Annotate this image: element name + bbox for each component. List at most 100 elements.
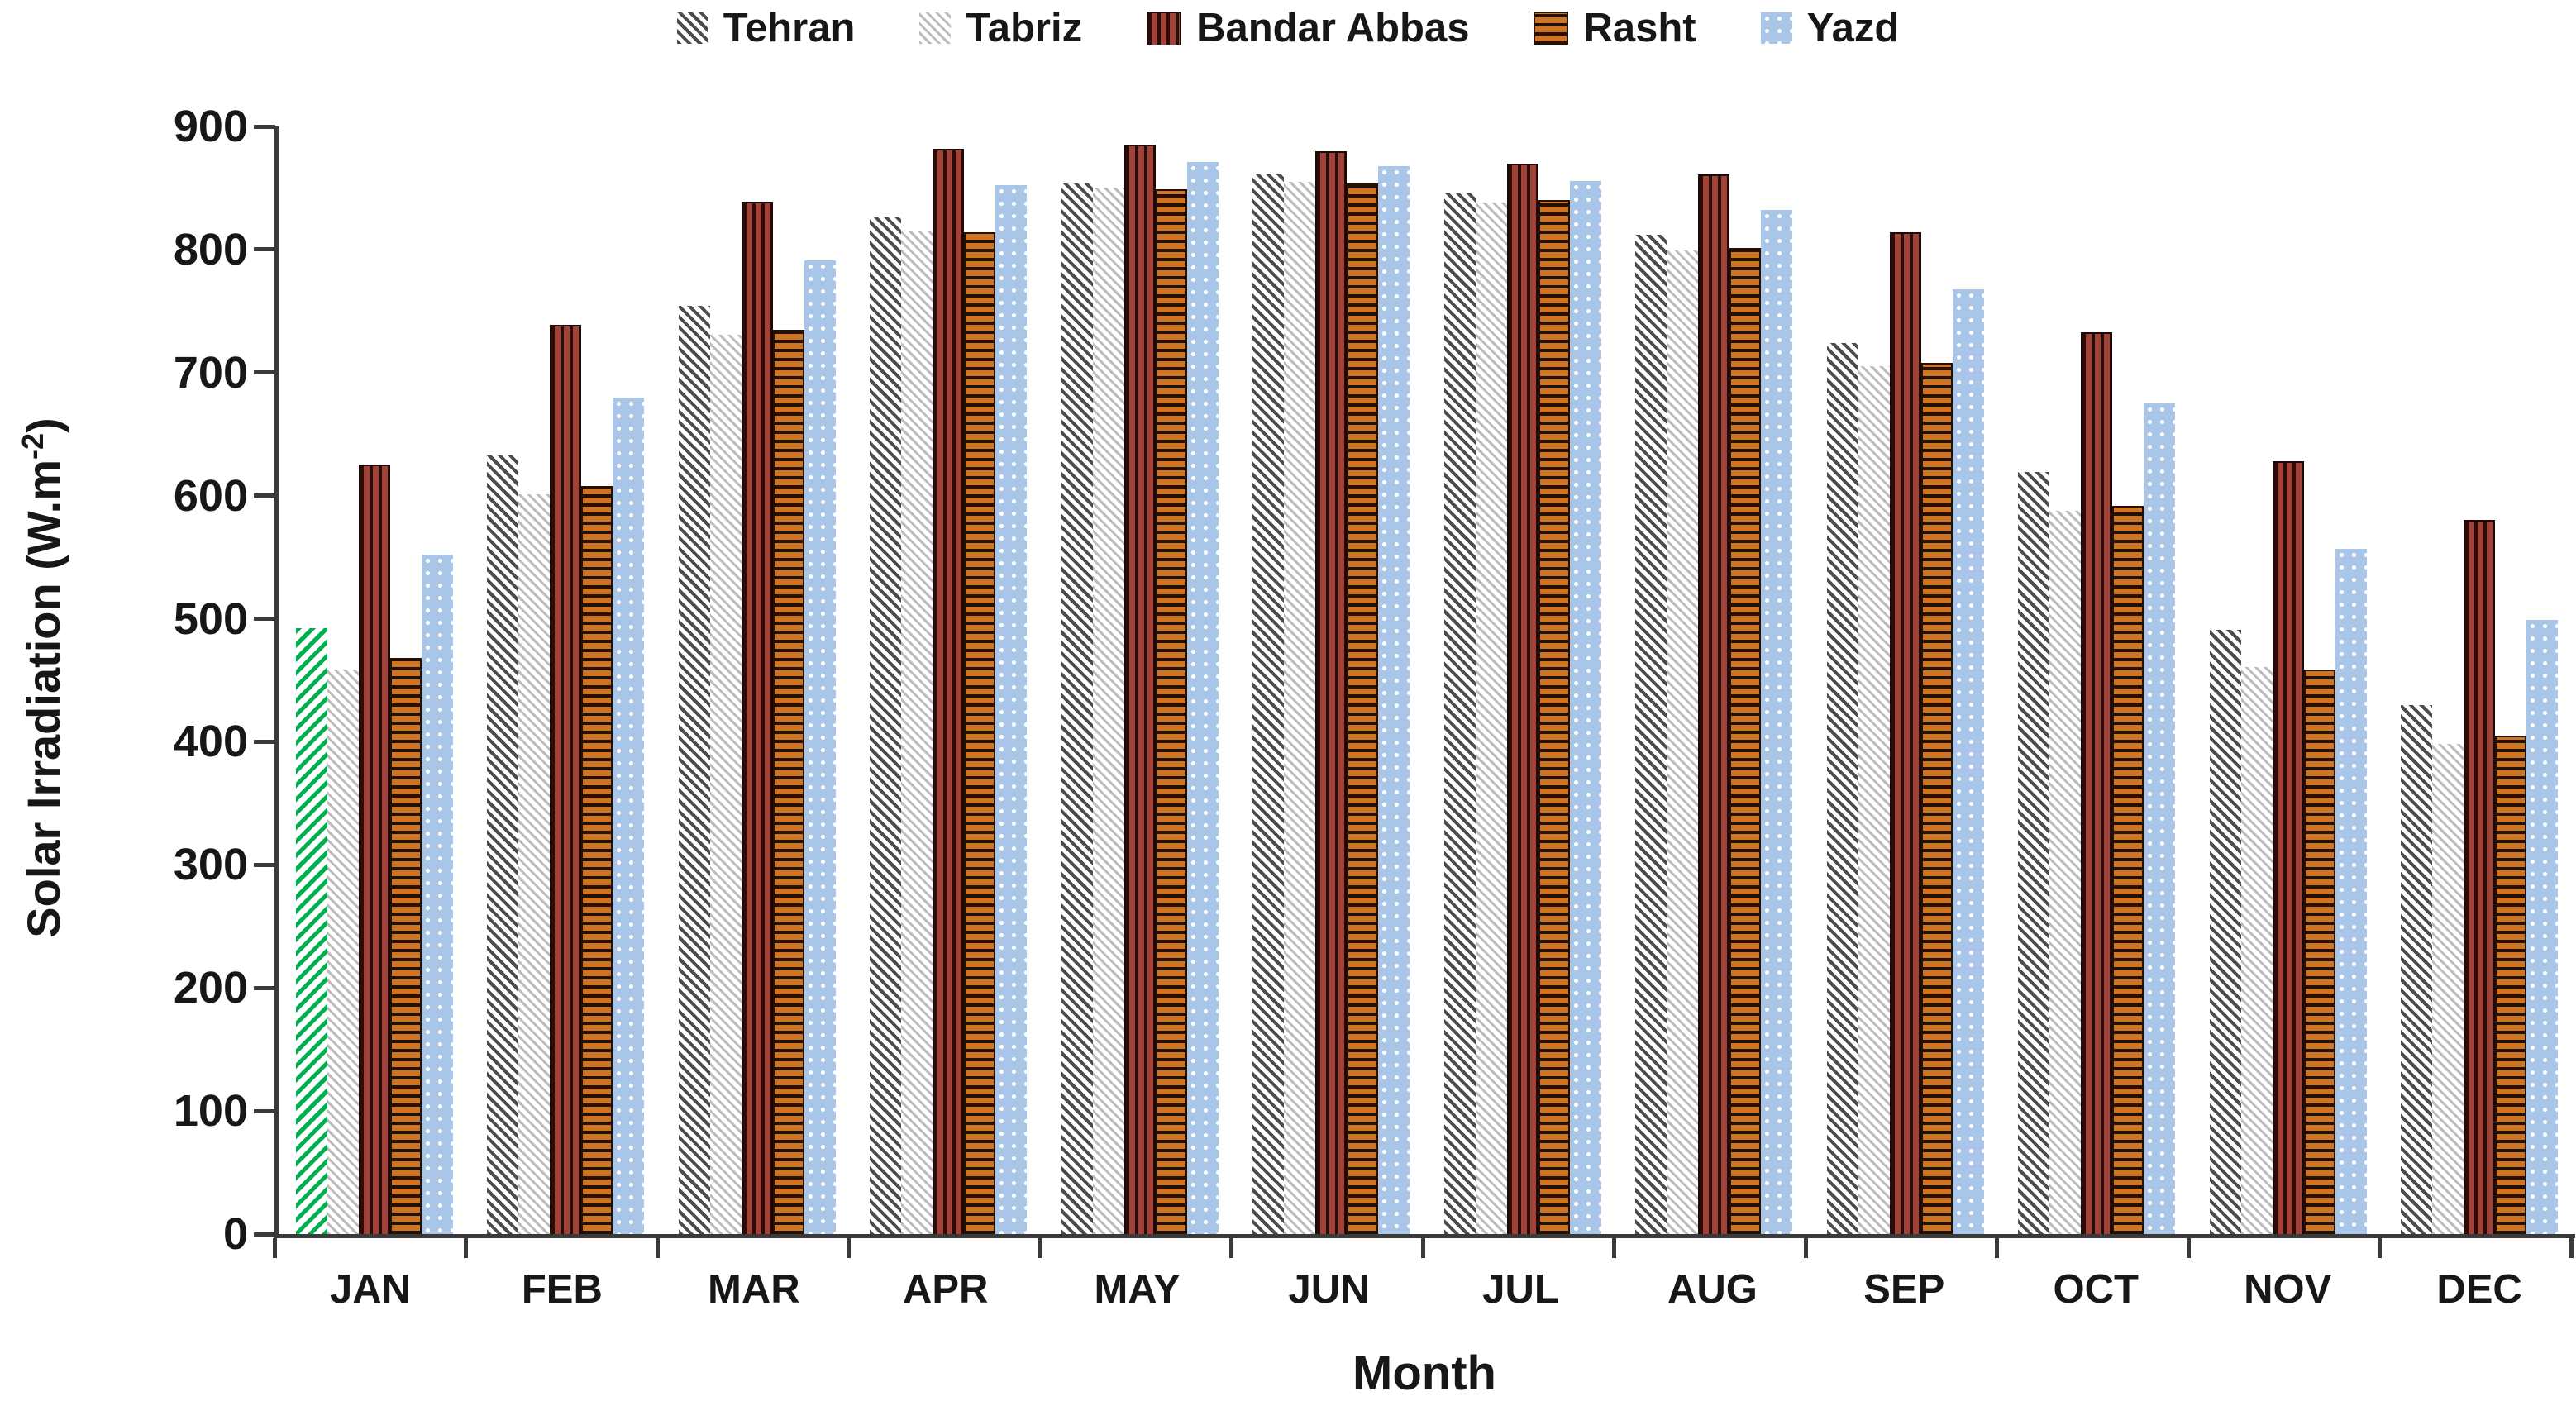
- legend-item-yazd: Yazd: [1760, 5, 1899, 51]
- bar-group-jul: [1427, 126, 1619, 1234]
- x-axis-title: Month: [1352, 1346, 1496, 1400]
- bar-bandar-apr: [933, 148, 965, 1234]
- x-tick-mark-7: [1612, 1238, 1616, 1258]
- x-label-dec: DEC: [2436, 1267, 2522, 1312]
- bar-tehran-jan: [295, 628, 327, 1234]
- bar-tehran-jun: [1252, 174, 1285, 1234]
- y-axis-title-main: Solar Irradiation (W.m: [17, 459, 69, 938]
- legend-label: Rasht: [1583, 6, 1696, 50]
- bar-yazd-oct: [2144, 403, 2176, 1234]
- legend-item-bandar: Bandar Abbas: [1147, 5, 1469, 51]
- x-tick-mark-12: [2569, 1238, 2574, 1258]
- bar-tehran-dec: [2401, 704, 2433, 1234]
- x-axis-labels: JAN FEB MAR APR MAY JUN JUL AUG SEP OCT NOV DEC: [274, 1266, 2575, 1313]
- bar-tabriz-dec: [2432, 744, 2464, 1234]
- bar-yazd-dec: [2526, 620, 2559, 1234]
- x-tick-mark-10: [2186, 1238, 2191, 1258]
- bar-group-nov: [2192, 126, 2384, 1234]
- bar-yazd-mar: [804, 260, 836, 1234]
- x-label-may: MAY: [1094, 1267, 1181, 1312]
- bar-bandar-nov: [2272, 460, 2304, 1234]
- bar-bandar-oct: [2081, 331, 2113, 1234]
- y-tick-mark-100: [254, 1108, 275, 1113]
- bar-bandar-aug: [1698, 174, 1730, 1234]
- bar-yazd-jan: [421, 555, 453, 1234]
- bar-bandar-jan: [358, 465, 390, 1234]
- bar-yazd-sep: [1952, 288, 1984, 1234]
- bar-yazd-aug: [1761, 210, 1793, 1234]
- bar-bandar-dec: [2464, 520, 2496, 1234]
- bar-group-apr: [853, 126, 1045, 1234]
- x-label-jul: JUL: [1482, 1267, 1559, 1312]
- y-tick-mark-400: [254, 739, 275, 744]
- bar-rasht-jul: [1538, 200, 1570, 1234]
- bar-group-jun: [1236, 126, 1428, 1234]
- y-tick-label-300: 300: [173, 840, 248, 890]
- legend-item-tabriz: Tabriz: [919, 5, 1082, 51]
- y-tick-mark-200: [254, 985, 275, 990]
- legend-label: Tehran: [723, 6, 856, 50]
- bar-yazd-apr: [995, 185, 1028, 1234]
- bar-groups: [279, 126, 2575, 1234]
- x-label-apr: APR: [902, 1267, 989, 1312]
- x-label-feb: FEB: [521, 1267, 603, 1312]
- y-tick-mark-800: [254, 247, 275, 252]
- bar-bandar-jun: [1315, 150, 1348, 1234]
- bar-tabriz-nov: [2240, 666, 2273, 1234]
- bar-bandar-sep: [1889, 232, 1921, 1234]
- bar-rasht-feb: [581, 485, 613, 1234]
- bar-rasht-mar: [772, 329, 804, 1234]
- legend-swatch-bandar: [1147, 12, 1182, 45]
- bar-group-sep: [1810, 126, 2001, 1234]
- bar-bandar-feb: [550, 324, 582, 1234]
- bar-tabriz-jan: [327, 669, 359, 1234]
- bar-bandar-jul: [1506, 163, 1538, 1234]
- x-tick-mark-6: [1420, 1238, 1425, 1258]
- bar-group-jan: [279, 126, 470, 1234]
- legend-swatch-tabriz: [919, 12, 952, 44]
- legend-swatch-yazd: [1760, 12, 1792, 44]
- bar-tehran-may: [1061, 183, 1093, 1234]
- bar-rasht-oct: [2112, 505, 2144, 1234]
- legend-item-tehran: Tehran: [676, 5, 856, 51]
- y-tick-mark-600: [254, 493, 275, 498]
- y-tick-label-500: 500: [173, 593, 248, 644]
- bar-bandar-may: [1123, 145, 1156, 1234]
- x-label-mar: MAR: [708, 1267, 800, 1312]
- x-tick-mark-11: [2378, 1238, 2382, 1258]
- bar-rasht-jun: [1347, 183, 1379, 1234]
- bar-group-feb: [470, 126, 662, 1234]
- x-tick-mark-1: [464, 1238, 468, 1258]
- bar-group-dec: [2384, 126, 2576, 1234]
- bar-tehran-nov: [2209, 629, 2241, 1234]
- y-tick-mark-900: [254, 124, 275, 129]
- bar-yazd-may: [1186, 162, 1219, 1234]
- bar-tabriz-oct: [2049, 510, 2082, 1234]
- bar-tehran-jul: [1443, 193, 1476, 1234]
- x-label-jan: JAN: [329, 1267, 411, 1312]
- bar-tabriz-jul: [1475, 203, 1507, 1234]
- bar-yazd-jun: [1378, 165, 1410, 1234]
- y-tick-mark-300: [254, 862, 275, 867]
- bar-tabriz-jun: [1284, 182, 1316, 1234]
- bar-rasht-dec: [2495, 736, 2527, 1234]
- y-tick-label-700: 700: [173, 347, 248, 398]
- bar-tehran-apr: [870, 217, 902, 1234]
- y-tick-label-200: 200: [173, 963, 248, 1013]
- bar-tehran-feb: [487, 455, 519, 1234]
- bar-group-may: [1044, 126, 1236, 1234]
- x-tick-mark-4: [1038, 1238, 1042, 1258]
- legend-swatch-tehran: [676, 12, 708, 44]
- x-tick-mark-2: [655, 1238, 660, 1258]
- bar-yazd-feb: [613, 397, 645, 1234]
- bar-tabriz-may: [1092, 188, 1124, 1234]
- y-tick-label-0: 0: [222, 1209, 248, 1259]
- x-tick-mark-8: [1803, 1238, 1808, 1258]
- bar-tehran-aug: [1635, 235, 1667, 1234]
- bar-group-mar: [661, 126, 853, 1234]
- y-tick-mark-700: [254, 370, 275, 375]
- bar-tabriz-sep: [1858, 366, 1890, 1234]
- x-label-nov: NOV: [2244, 1267, 2332, 1312]
- bar-group-aug: [1619, 126, 1810, 1234]
